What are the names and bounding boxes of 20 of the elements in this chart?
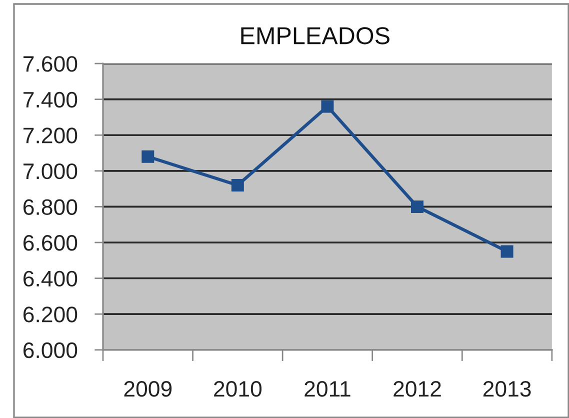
- y-tick-label: 6.600: [24, 235, 78, 251]
- x-tick-label: 2011: [304, 381, 350, 397]
- y-tick-label: 7.400: [24, 92, 78, 108]
- x-tick-label: 2012: [394, 381, 441, 397]
- y-tick-label: 6.000: [24, 342, 78, 358]
- x-tick-label: 2010: [214, 381, 262, 397]
- x-tick-label: 2009: [124, 381, 172, 397]
- point: [231, 178, 244, 192]
- point: [142, 150, 154, 163]
- y-tick-label: 7.000: [24, 163, 78, 180]
- y-tick-label: 6.200: [24, 306, 78, 322]
- point: [500, 245, 514, 258]
- x-tick-label: 2013: [483, 381, 531, 397]
- y-tick-label: 6.800: [24, 199, 78, 215]
- y-tick-label: 7.200: [24, 128, 78, 144]
- point: [321, 100, 334, 113]
- point: [410, 200, 424, 213]
- y-tick-label: 6.400: [24, 270, 78, 287]
- chart-title: EMPLEADOS: [241, 27, 390, 44]
- y-tick-label: 7.600: [24, 56, 78, 72]
